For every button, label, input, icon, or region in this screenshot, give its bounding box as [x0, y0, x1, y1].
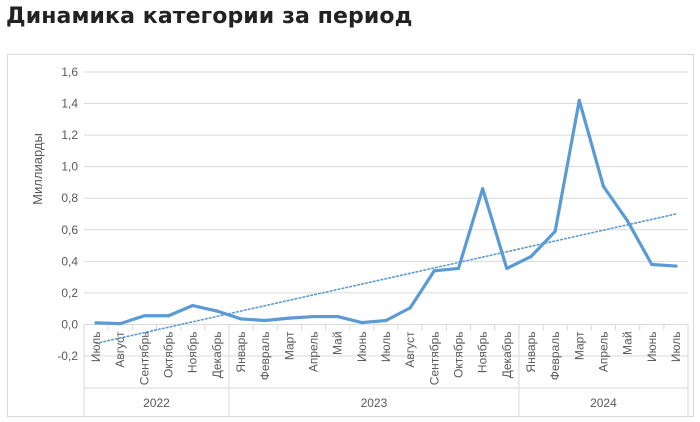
data-point: [311, 314, 316, 319]
trendline-line: [95, 213, 677, 345]
line-chart: -0,2 0,0 0,2 0,4 0,6 0,8 1,0 1,2 1,4 1,6 Июль Авгу…: [30, 65, 689, 416]
data-point: [529, 255, 533, 259]
x-axis-year-groups: 2022 2023 2024: [84, 324, 688, 416]
data-point: [384, 318, 388, 323]
year-group-label: 2023: [361, 396, 388, 410]
x-tick-label: Ноябрь: [186, 331, 200, 373]
y-tick-label: 0,4: [61, 254, 78, 268]
page-title: Динамика категории за период: [6, 4, 413, 29]
x-tick-label: Октябрь: [162, 331, 176, 378]
x-tick-label: Июль: [89, 331, 103, 362]
year-group-label: 2024: [590, 396, 617, 410]
x-tick-label: Май: [331, 331, 345, 355]
trendline: [95, 213, 677, 345]
x-tick-label: Декабрь: [210, 331, 224, 378]
y-tick-label: -0,2: [57, 349, 78, 363]
y-tick-label: 0,8: [61, 191, 78, 205]
y-tick-label: 1,2: [61, 128, 78, 142]
data-point: [166, 314, 171, 318]
x-tick-label: Июль: [379, 331, 393, 362]
y-tick-label: 0,6: [61, 223, 78, 237]
data-point: [118, 322, 122, 326]
series: [94, 98, 678, 326]
data-point: [601, 184, 606, 188]
x-tick-label: Июль: [669, 331, 683, 362]
data-point: [626, 219, 630, 223]
x-tick-label: Февраль: [258, 331, 272, 380]
data-point: [553, 229, 557, 233]
data-point: [360, 320, 364, 325]
y-axis-tick-labels: -0,2 0,0 0,2 0,4 0,6 0,8 1,0 1,2 1,4 1,6: [57, 65, 78, 363]
data-point: [505, 266, 509, 271]
x-tick-label: Декабрь: [500, 331, 514, 378]
x-tick-label: Сентябрь: [427, 331, 441, 385]
x-axis-tick-labels: Июль Август Сентябрь Октябрь Ноябрь Декабрь Ян…: [89, 331, 683, 385]
data-point: [94, 321, 98, 325]
x-tick-label: Май: [621, 331, 635, 355]
data-point: [263, 318, 267, 323]
x-tick-label: Февраль: [548, 331, 562, 380]
data-point: [650, 262, 654, 267]
y-axis-label: Миллиарды: [30, 133, 45, 205]
x-tick-label: Апрель: [307, 331, 321, 372]
x-tick-label: Март: [572, 331, 586, 360]
x-tick-label: Ноябрь: [476, 331, 490, 373]
data-point: [481, 187, 485, 191]
x-tick-label: Март: [282, 331, 296, 360]
x-tick-label: Октябрь: [451, 331, 465, 378]
data-point: [432, 269, 436, 273]
x-tick-label: Июнь: [645, 331, 659, 362]
x-tick-label: Сентябрь: [137, 331, 151, 385]
x-tick-label: Январь: [234, 331, 248, 372]
data-point: [142, 314, 146, 318]
x-tick-label: Август: [403, 331, 417, 368]
x-tick-label: Апрель: [596, 331, 610, 372]
y-tick-label: 0,0: [61, 317, 78, 331]
y-tick-label: 1,0: [61, 160, 78, 174]
series-line: [94, 98, 678, 326]
data-point: [287, 316, 291, 320]
x-tick-label: Август: [113, 331, 127, 368]
chart-area: -0,2 0,0 0,2 0,4 0,6 0,8 1,0 1,2 1,4 1,6 Июль Авгу…: [7, 54, 694, 417]
x-tick-label: Январь: [524, 331, 538, 372]
x-axis: [83, 323, 689, 416]
year-group-label: 2022: [143, 396, 170, 410]
data-point: [408, 306, 412, 310]
data-point: [674, 264, 678, 268]
data-point: [191, 303, 195, 308]
x-tick-label: Июнь: [355, 331, 369, 362]
y-tick-label: 1,6: [61, 65, 78, 79]
data-point: [239, 317, 243, 321]
data-point: [336, 314, 340, 319]
data-point: [215, 309, 219, 313]
y-tick-label: 1,4: [61, 97, 78, 111]
data-point: [577, 98, 581, 102]
y-tick-label: 0,2: [61, 286, 78, 300]
data-point: [456, 266, 461, 271]
